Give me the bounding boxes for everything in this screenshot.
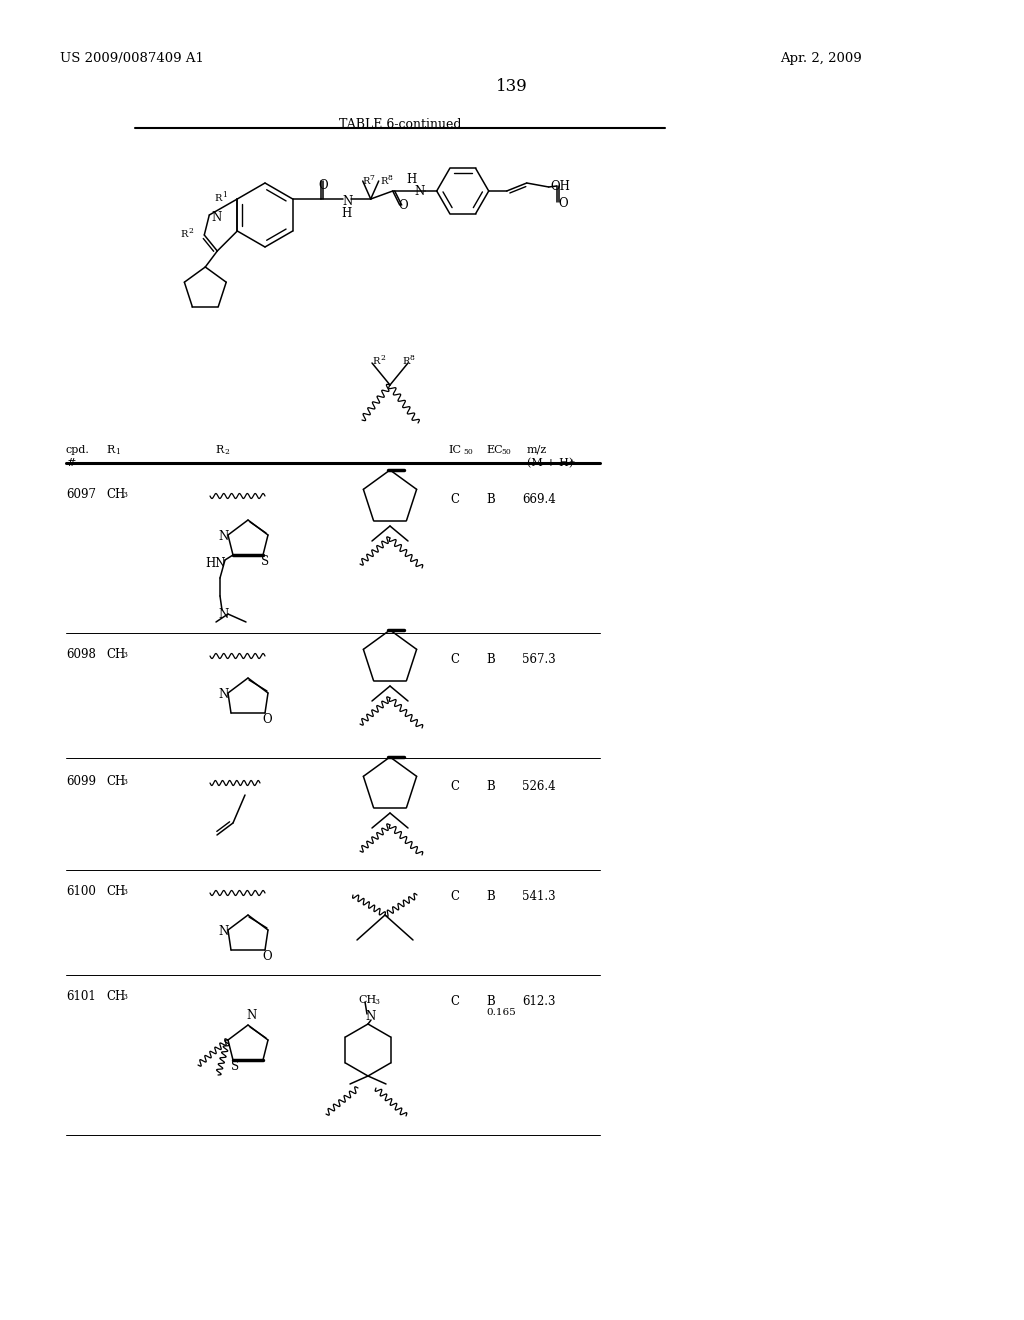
Text: N: N (365, 1010, 375, 1023)
Text: +: + (568, 458, 574, 466)
Text: 50: 50 (463, 447, 473, 455)
Text: N: N (218, 609, 228, 620)
Text: B: B (486, 995, 495, 1008)
Text: O: O (398, 199, 409, 213)
Text: O: O (318, 180, 329, 191)
Text: R: R (402, 356, 410, 366)
Text: B: B (486, 653, 495, 667)
Text: 6099: 6099 (66, 775, 96, 788)
Text: S: S (261, 554, 269, 568)
Text: R: R (180, 230, 187, 239)
Text: 6098: 6098 (66, 648, 96, 661)
Text: 6101: 6101 (66, 990, 96, 1003)
Text: N: N (246, 1008, 256, 1022)
Text: CH: CH (106, 488, 125, 502)
Text: H: H (407, 173, 417, 186)
Text: CH: CH (106, 990, 125, 1003)
Text: C: C (450, 780, 459, 793)
Text: N: N (343, 195, 353, 209)
Text: TABLE 6-continued: TABLE 6-continued (339, 117, 461, 131)
Text: O: O (262, 950, 271, 964)
Text: CH: CH (106, 775, 125, 788)
Text: 8: 8 (388, 174, 392, 182)
Text: B: B (486, 780, 495, 793)
Text: 612.3: 612.3 (522, 995, 555, 1008)
Text: cpd.: cpd. (66, 445, 90, 455)
Text: 3: 3 (122, 993, 127, 1001)
Text: 50: 50 (501, 447, 511, 455)
Text: N: N (218, 688, 228, 701)
Text: 1: 1 (222, 191, 227, 199)
Text: 3: 3 (122, 888, 127, 896)
Text: 526.4: 526.4 (522, 780, 556, 793)
Text: EC: EC (486, 445, 503, 455)
Text: 669.4: 669.4 (522, 492, 556, 506)
Text: C: C (450, 995, 459, 1008)
Text: R: R (215, 445, 223, 455)
Text: 2: 2 (224, 447, 229, 455)
Text: OH: OH (551, 180, 570, 193)
Text: 3: 3 (122, 651, 127, 659)
Text: (M + H): (M + H) (527, 458, 573, 469)
Text: R: R (381, 177, 388, 186)
Text: 7: 7 (370, 174, 375, 182)
Text: S: S (231, 1060, 240, 1073)
Text: N: N (415, 185, 425, 198)
Text: R: R (214, 194, 221, 203)
Text: 3: 3 (122, 491, 127, 499)
Text: 139: 139 (496, 78, 528, 95)
Text: B: B (486, 492, 495, 506)
Text: N: N (218, 925, 228, 939)
Text: 6100: 6100 (66, 884, 96, 898)
Text: 541.3: 541.3 (522, 890, 556, 903)
Text: CH: CH (106, 884, 125, 898)
Text: R: R (362, 177, 370, 186)
Text: 6097: 6097 (66, 488, 96, 502)
Text: Apr. 2, 2009: Apr. 2, 2009 (780, 51, 862, 65)
Text: H: H (342, 207, 352, 220)
Text: C: C (450, 653, 459, 667)
Text: m/z: m/z (527, 445, 547, 455)
Text: HN: HN (205, 557, 225, 570)
Text: R: R (372, 356, 379, 366)
Text: CH: CH (358, 995, 376, 1005)
Text: 3: 3 (122, 777, 127, 785)
Text: US 2009/0087409 A1: US 2009/0087409 A1 (60, 51, 204, 65)
Text: O: O (262, 713, 271, 726)
Text: CH: CH (106, 648, 125, 661)
Text: B: B (486, 890, 495, 903)
Text: 8: 8 (410, 354, 415, 362)
Text: 3: 3 (374, 998, 379, 1006)
Text: O: O (559, 197, 568, 210)
Text: C: C (450, 492, 459, 506)
Text: N: N (218, 531, 228, 543)
Text: 2: 2 (188, 227, 194, 235)
Text: 0.165: 0.165 (486, 1008, 516, 1016)
Text: N: N (211, 211, 221, 224)
Text: R: R (106, 445, 115, 455)
Text: 1: 1 (115, 447, 120, 455)
Text: C: C (450, 890, 459, 903)
Text: 567.3: 567.3 (522, 653, 556, 667)
Text: IC: IC (449, 445, 461, 455)
Text: #: # (66, 458, 76, 469)
Text: 2: 2 (380, 354, 385, 362)
